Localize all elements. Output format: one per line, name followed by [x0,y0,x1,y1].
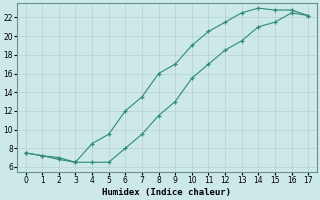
X-axis label: Humidex (Indice chaleur): Humidex (Indice chaleur) [102,188,231,197]
